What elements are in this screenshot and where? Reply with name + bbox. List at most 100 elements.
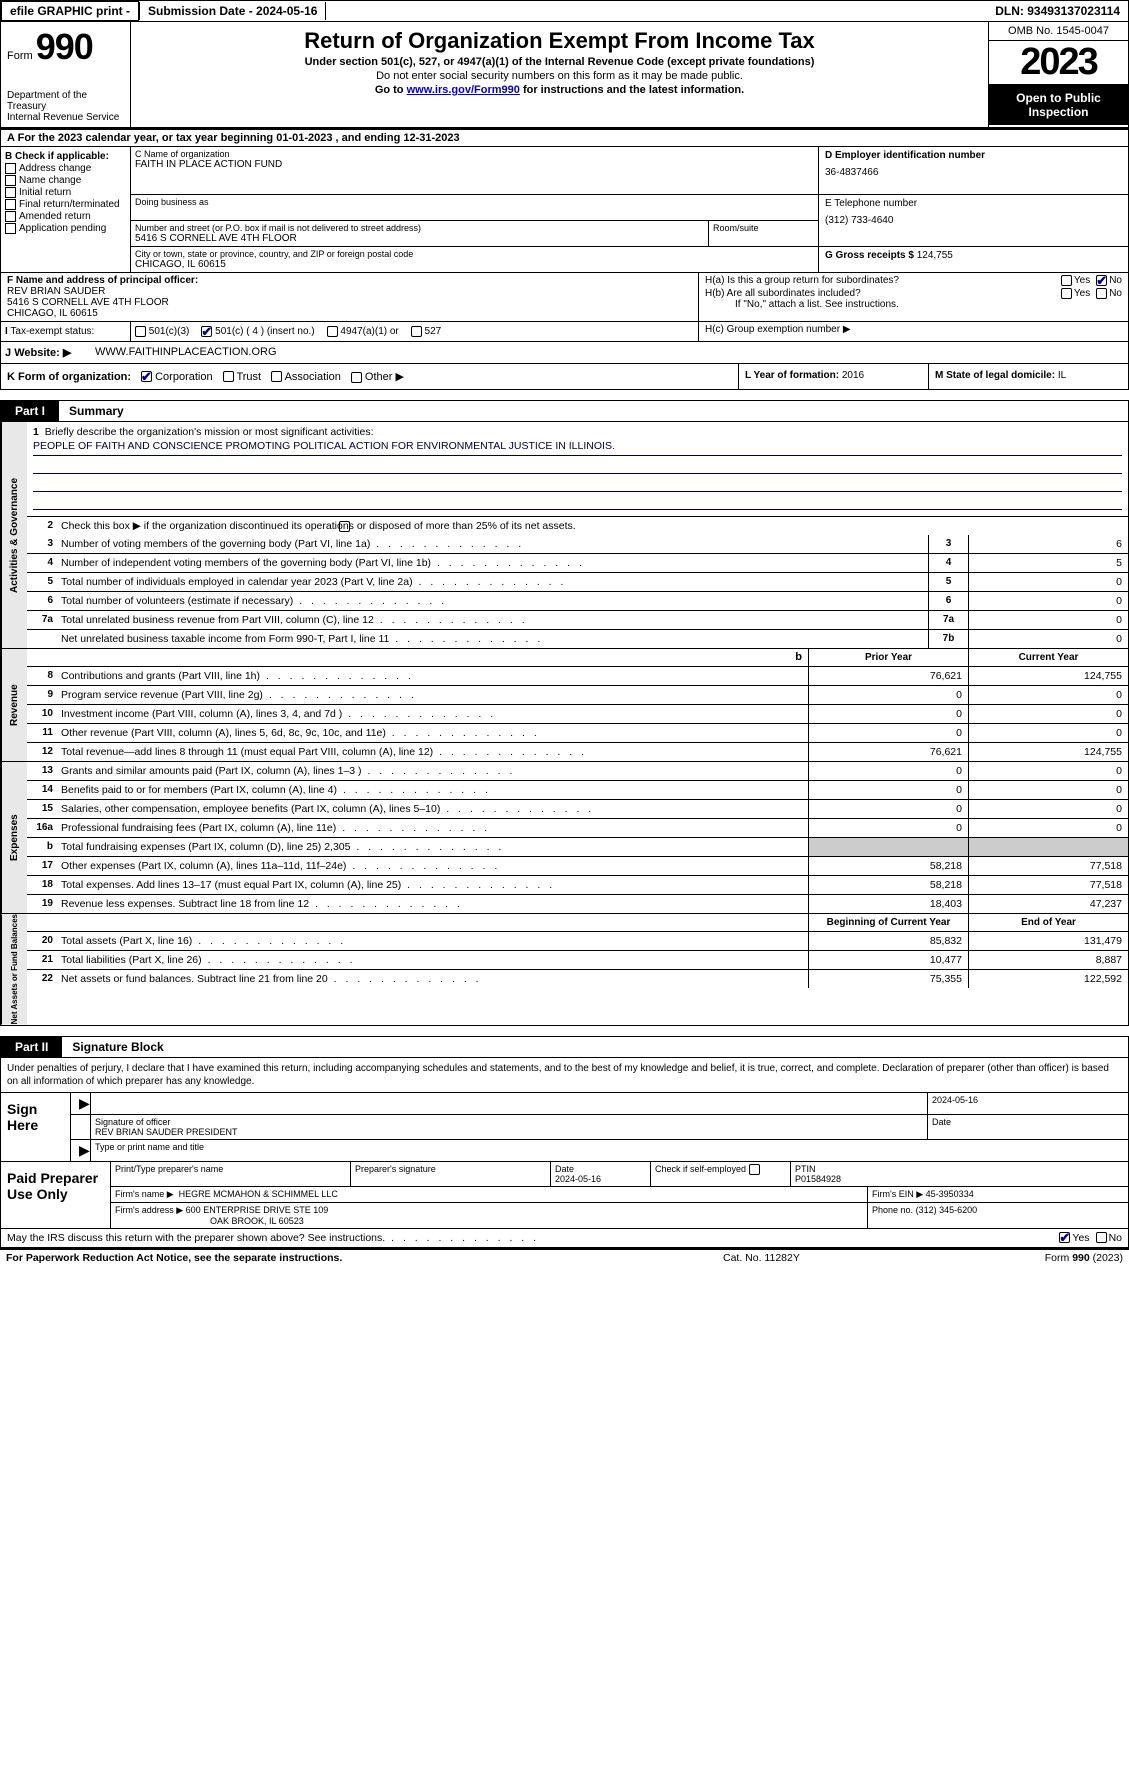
- street-address: 5416 S CORNELL AVE 4TH FLOOR: [135, 233, 704, 244]
- hb-yes-checkbox[interactable]: [1061, 288, 1072, 299]
- part-1-header: Part I Summary: [0, 400, 1129, 422]
- tax-year-range: A For the 2023 calendar year, or tax yea…: [0, 128, 1129, 147]
- instructions-link-row: Go to www.irs.gov/Form990 for instructio…: [139, 84, 980, 96]
- perjury-statement: Under penalties of perjury, I declare th…: [0, 1058, 1129, 1093]
- table-row: 11Other revenue (Part VIII, column (A), …: [27, 724, 1128, 743]
- city-state-zip: CHICAGO, IL 60615: [135, 259, 814, 270]
- trust-checkbox[interactable]: [223, 371, 234, 382]
- firm-address: 600 ENTERPRISE DRIVE STE 109: [186, 1205, 329, 1215]
- table-row: 4Number of independent voting members of…: [27, 554, 1128, 573]
- col-b-checkboxes: B Check if applicable: Address change Na…: [1, 147, 131, 272]
- form-number: 990: [36, 26, 93, 67]
- final-return-checkbox[interactable]: [5, 199, 16, 210]
- amended-return-checkbox[interactable]: [5, 211, 16, 222]
- table-row: 22Net assets or fund balances. Subtract …: [27, 970, 1128, 988]
- discuss-no-checkbox[interactable]: [1096, 1232, 1107, 1243]
- part-2-header: Part II Signature Block: [0, 1036, 1129, 1058]
- gross-receipts: 124,755: [917, 250, 953, 261]
- table-row: 5Total number of individuals employed in…: [27, 573, 1128, 592]
- initial-return-checkbox[interactable]: [5, 187, 16, 198]
- org-form-row: K Form of organization: Corporation Trus…: [0, 364, 1129, 390]
- org-name: FAITH IN PLACE ACTION FUND: [135, 159, 814, 170]
- 527-checkbox[interactable]: [411, 326, 422, 337]
- table-row: 3Number of voting members of the governi…: [27, 535, 1128, 554]
- telephone: (312) 733-4640: [825, 215, 1122, 226]
- officer-row: F Name and address of principal officer:…: [0, 273, 1129, 322]
- ptin: P01584928: [795, 1174, 841, 1184]
- page-footer: For Paperwork Reduction Act Notice, see …: [0, 1248, 1129, 1266]
- prep-date: 2024-05-16: [555, 1174, 601, 1184]
- firm-ein: 45-3950334: [926, 1189, 974, 1199]
- discontinued-checkbox[interactable]: [339, 521, 350, 532]
- officer-signature: REV BRIAN SAUDER PRESIDENT: [95, 1127, 923, 1137]
- ha-no-checkbox[interactable]: [1096, 275, 1107, 286]
- firm-name: HEGRE MCMAHON & SCHIMMEL LLC: [179, 1189, 338, 1199]
- officer-name: REV BRIAN SAUDER: [7, 286, 692, 297]
- table-row: 8Contributions and grants (Part VIII, li…: [27, 667, 1128, 686]
- website-url: WWW.FAITHINPLACEACTION.ORG: [91, 342, 1128, 363]
- corp-checkbox[interactable]: [141, 371, 152, 382]
- name-change-checkbox[interactable]: [5, 175, 16, 186]
- sidebar-expenses: Expenses: [1, 762, 27, 913]
- ein: 36-4837466: [825, 167, 1122, 178]
- sidebar-activities: Activities & Governance: [1, 422, 27, 648]
- table-row: Net unrelated business taxable income fr…: [27, 630, 1128, 648]
- net-assets-section: Net Assets or Fund Balances Beginning of…: [0, 914, 1129, 1025]
- tax-status-row: I Tax-exempt status: 501(c)(3) 501(c) ( …: [0, 322, 1129, 342]
- ha-yes-checkbox[interactable]: [1061, 275, 1072, 286]
- tax-year: 2023: [989, 41, 1128, 85]
- table-row: 10Investment income (Part VIII, column (…: [27, 705, 1128, 724]
- address-change-checkbox[interactable]: [5, 163, 16, 174]
- dln: DLN: 93493137023114: [987, 2, 1128, 20]
- ssn-warning: Do not enter social security numbers on …: [139, 70, 980, 82]
- state-domicile: IL: [1058, 370, 1066, 381]
- mission-text: PEOPLE OF FAITH AND CONSCIENCE PROMOTING…: [33, 440, 1122, 456]
- cat-no: Cat. No. 11282Y: [723, 1252, 923, 1264]
- paid-preparer-block: Paid Preparer Use Only Print/Type prepar…: [0, 1162, 1129, 1229]
- table-row: 20Total assets (Part X, line 16)85,83213…: [27, 932, 1128, 951]
- table-row: 19Revenue less expenses. Subtract line 1…: [27, 895, 1128, 913]
- application-pending-checkbox[interactable]: [5, 223, 16, 234]
- form-header: Form 990 Department of the TreasuryInter…: [0, 22, 1129, 128]
- form-prefix: Form: [7, 50, 33, 62]
- table-row: 13Grants and similar amounts paid (Part …: [27, 762, 1128, 781]
- irs-link[interactable]: www.irs.gov/Form990: [407, 84, 520, 96]
- table-row: 16aProfessional fundraising fees (Part I…: [27, 819, 1128, 838]
- 501c-checkbox[interactable]: [201, 326, 212, 337]
- open-to-public: Open to Public Inspection: [989, 85, 1128, 125]
- table-row: 9Program service revenue (Part VIII, lin…: [27, 686, 1128, 705]
- form-subtitle: Under section 501(c), 527, or 4947(a)(1)…: [139, 56, 980, 68]
- efile-print-button[interactable]: efile GRAPHIC print -: [1, 1, 139, 21]
- revenue-section: Revenue b Prior Year Current Year 8Contr…: [0, 649, 1129, 762]
- expenses-section: Expenses 13Grants and similar amounts pa…: [0, 762, 1129, 914]
- table-row: 6Total number of volunteers (estimate if…: [27, 592, 1128, 611]
- website-row: J Website: ▶ WWW.FAITHINPLACEACTION.ORG: [0, 342, 1129, 364]
- table-row: 7aTotal unrelated business revenue from …: [27, 611, 1128, 630]
- form-title: Return of Organization Exempt From Incom…: [139, 28, 980, 54]
- dept-treasury: Department of the TreasuryInternal Reven…: [7, 90, 124, 123]
- sidebar-revenue: Revenue: [1, 649, 27, 761]
- sign-here-block: Sign Here ▶ 2024-05-16 Signature of offi…: [0, 1093, 1129, 1162]
- table-row: 21Total liabilities (Part X, line 26)10,…: [27, 951, 1128, 970]
- sign-date: 2024-05-16: [928, 1093, 1128, 1114]
- assoc-checkbox[interactable]: [271, 371, 282, 382]
- top-bar: efile GRAPHIC print - Submission Date - …: [0, 0, 1129, 22]
- other-checkbox[interactable]: [351, 372, 362, 383]
- omb-number: OMB No. 1545-0047: [989, 22, 1128, 41]
- submission-date: Submission Date - 2024-05-16: [139, 2, 326, 20]
- table-row: 18Total expenses. Add lines 13–17 (must …: [27, 876, 1128, 895]
- 501c3-checkbox[interactable]: [135, 326, 146, 337]
- self-employed-checkbox[interactable]: [749, 1164, 760, 1175]
- table-row: 17Other expenses (Part IX, column (A), l…: [27, 857, 1128, 876]
- discuss-row: May the IRS discuss this return with the…: [0, 1229, 1129, 1248]
- 4947-checkbox[interactable]: [327, 326, 338, 337]
- table-row: 14Benefits paid to or for members (Part …: [27, 781, 1128, 800]
- sidebar-net-assets: Net Assets or Fund Balances: [1, 914, 27, 1024]
- discuss-yes-checkbox[interactable]: [1059, 1232, 1070, 1243]
- table-row: 12Total revenue—add lines 8 through 11 (…: [27, 743, 1128, 761]
- table-row: 15Salaries, other compensation, employee…: [27, 800, 1128, 819]
- activities-governance-section: Activities & Governance 1 Briefly descri…: [0, 422, 1129, 649]
- hb-no-checkbox[interactable]: [1096, 288, 1107, 299]
- firm-phone: (312) 345-6200: [916, 1205, 978, 1215]
- table-row: bTotal fundraising expenses (Part IX, co…: [27, 838, 1128, 857]
